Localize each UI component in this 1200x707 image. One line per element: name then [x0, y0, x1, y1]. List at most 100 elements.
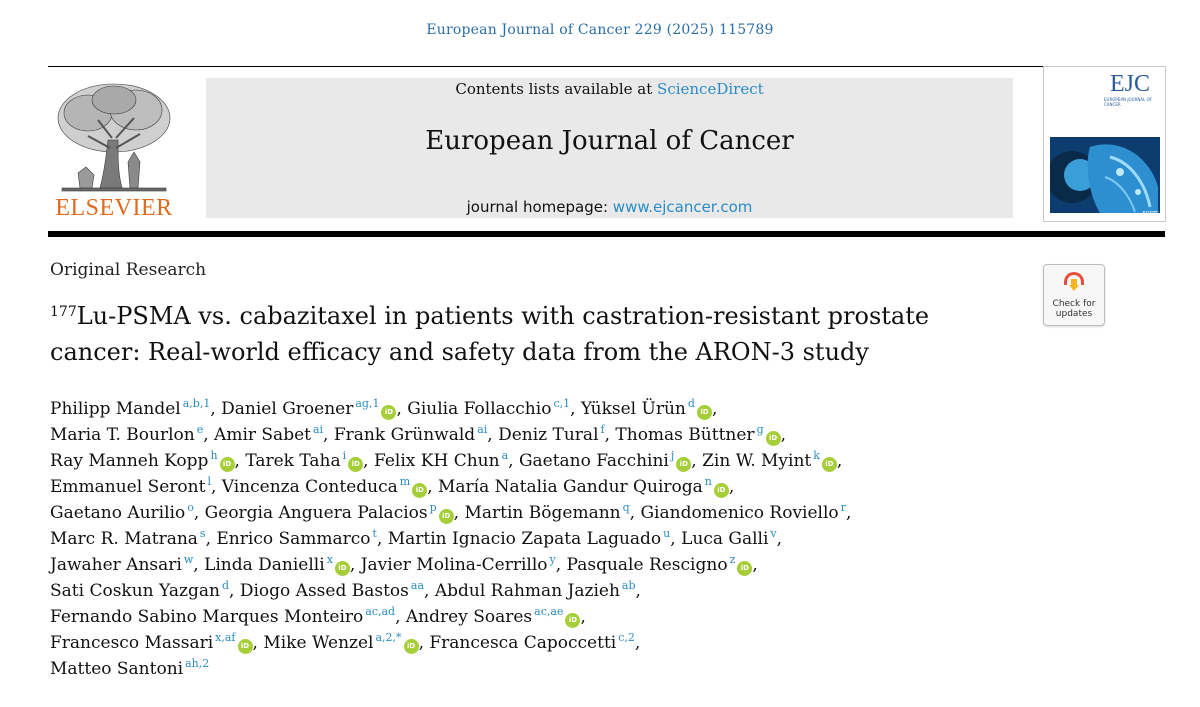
affiliation-markers[interactable]: ac,ae	[534, 605, 564, 618]
affiliation-markers[interactable]: n	[704, 475, 712, 488]
affiliation-markers[interactable]: t	[372, 527, 377, 540]
author-name[interactable]: Yüksel Ürün diD	[581, 397, 712, 420]
author-name[interactable]: Daniel Groener ag,1iD	[221, 397, 397, 420]
orcid-icon[interactable]: iD	[765, 431, 781, 446]
author-name[interactable]: Francesco Massari x,afiD	[50, 631, 253, 654]
author-name[interactable]: Mike Wenzel a,2,*iD	[263, 631, 419, 654]
affiliation-markers[interactable]: ab	[621, 579, 636, 592]
author-name[interactable]: Javier Molina-Cerrillo y	[361, 553, 556, 575]
affiliation-markers[interactable]: ag,1	[355, 397, 380, 410]
orcid-icon[interactable]: iD	[676, 457, 692, 472]
author-name[interactable]: Deniz Tural f	[498, 423, 605, 445]
orcid-icon[interactable]: iD	[565, 613, 581, 628]
affiliation-markers[interactable]: v	[770, 527, 777, 540]
orcid-icon[interactable]: iD	[403, 639, 419, 654]
affiliation-markers[interactable]: q	[622, 501, 630, 514]
orcid-icon[interactable]: iD	[219, 457, 235, 472]
affiliation-markers[interactable]: a,b,1	[182, 397, 211, 410]
author-name[interactable]: Luca Galli v	[681, 527, 777, 549]
author-name[interactable]: Vincenza Conteduca miD	[222, 475, 428, 498]
author-name-text: Andrey Soares	[405, 607, 533, 627]
author-name[interactable]: Diogo Assed Bastos aa	[240, 579, 425, 601]
affiliation-markers[interactable]: ai	[477, 423, 488, 436]
affiliation-markers[interactable]: c,2	[618, 631, 635, 644]
author-name[interactable]: Abdul Rahman Jazieh ab	[435, 579, 636, 601]
affiliation-markers[interactable]: k	[813, 449, 820, 462]
author-name[interactable]: Giulia Follacchio c,1	[407, 397, 571, 419]
author-name[interactable]: Maria T. Bourlon e	[50, 423, 204, 445]
affiliation-markers[interactable]: j	[670, 449, 675, 462]
author-name[interactable]: María Natalia Gandur Quiroga niD	[438, 475, 729, 498]
affiliation-markers[interactable]: ah,2	[185, 657, 210, 670]
affiliation-markers[interactable]: w	[183, 553, 194, 566]
journal-citation[interactable]: European Journal of Cancer 229 (2025) 11…	[426, 22, 774, 38]
author-name[interactable]: Pasquale Rescigno ziD	[567, 553, 753, 576]
author-name[interactable]: Andrey Soares ac,aeiD	[405, 605, 581, 628]
author-name[interactable]: Francesca Capoccetti c,2	[429, 631, 635, 653]
author-name[interactable]: Marc R. Matrana s	[50, 527, 206, 549]
author-name[interactable]: Georgia Anguera Palacios piD	[205, 501, 454, 524]
affiliation-markers[interactable]: c,1	[553, 397, 571, 410]
orcid-icon[interactable]: iD	[737, 561, 753, 576]
author-name[interactable]: Frank Grünwald ai	[334, 423, 488, 445]
author-name[interactable]: Philipp Mandel a,b,1	[50, 397, 211, 419]
author-name[interactable]: Sati Coskun Yazgan d	[50, 579, 230, 601]
affiliation-markers[interactable]: m	[399, 475, 411, 488]
affiliation-markers[interactable]: y	[549, 553, 556, 566]
affiliation-markers[interactable]: a	[501, 449, 509, 462]
author-name[interactable]: Ray Manneh Kopp hiD	[50, 449, 235, 472]
affiliation-markers[interactable]: s	[199, 527, 206, 540]
affiliation-markers[interactable]: ai	[312, 423, 324, 436]
author-name[interactable]: Thomas Büttner giD	[615, 423, 781, 446]
affiliation-markers[interactable]: d	[687, 397, 695, 410]
affiliation-markers[interactable]: h	[210, 449, 218, 462]
author-name[interactable]: Gaetano Aurilio o	[50, 501, 194, 523]
orcid-icon[interactable]: iD	[381, 405, 397, 420]
author-name[interactable]: Gaetano Facchini jiD	[519, 449, 692, 472]
affiliation-markers[interactable]: l	[207, 475, 211, 488]
affiliation-markers[interactable]: o	[187, 501, 194, 514]
author-name[interactable]: Enrico Sammarco t	[216, 527, 377, 549]
author-name[interactable]: Martin Bögemann q	[464, 501, 630, 523]
elsevier-tree-logo[interactable]	[48, 78, 180, 222]
author-name[interactable]: Tarek Taha iiD	[245, 449, 364, 472]
author-name[interactable]: Zin W. Myint kiD	[702, 449, 837, 472]
author-name[interactable]: Martin Ignacio Zapata Laguado u	[388, 527, 671, 549]
author-name-text: Fernando Sabino Marques Monteiro	[50, 607, 364, 627]
affiliation-markers[interactable]: e	[196, 423, 204, 436]
author-name[interactable]: Emmanuel Seront l	[50, 475, 211, 497]
affiliation-markers[interactable]: u	[663, 527, 671, 540]
orcid-icon[interactable]: iD	[821, 457, 837, 472]
orcid-icon[interactable]: iD	[348, 457, 364, 472]
author-name[interactable]: Amir Sabet ai	[214, 423, 324, 445]
author-name[interactable]: Matteo Santoni ah,2	[50, 657, 210, 679]
orcid-icon[interactable]: iD	[696, 405, 712, 420]
affiliation-markers[interactable]: r	[840, 501, 846, 514]
journal-cover-thumbnail[interactable]: EJC EUROPEAN JOURNAL OF CANCER EORTC	[1043, 66, 1166, 222]
affiliation-markers[interactable]: x,af	[215, 631, 236, 644]
orcid-icon[interactable]: iD	[237, 639, 253, 654]
affiliation-markers[interactable]: f	[600, 423, 605, 436]
homepage-link[interactable]: www.ejcancer.com	[612, 198, 753, 216]
affiliation-markers[interactable]: aa	[410, 579, 425, 592]
sciencedirect-link[interactable]: ScienceDirect	[657, 80, 764, 98]
affiliation-markers[interactable]: a,2,*	[375, 631, 402, 644]
affiliation-markers[interactable]: z	[729, 553, 736, 566]
affiliation-markers[interactable]: i	[342, 449, 347, 462]
affiliation-markers[interactable]: x	[326, 553, 333, 566]
check-for-updates-button[interactable]: Check for updates	[1043, 264, 1105, 326]
orcid-icon[interactable]: iD	[713, 483, 729, 498]
author-name-text: Marc R. Matrana	[50, 529, 198, 549]
author-name[interactable]: Linda Danielli xiD	[204, 553, 350, 576]
author-name[interactable]: Fernando Sabino Marques Monteiro ac,ad	[50, 605, 396, 627]
affiliation-markers[interactable]: ac,ad	[365, 605, 396, 618]
affiliation-markers[interactable]: g	[756, 423, 764, 436]
affiliation-markers[interactable]: d	[221, 579, 230, 592]
orcid-icon[interactable]: iD	[334, 561, 350, 576]
author-name[interactable]: Giandomenico Roviello r	[640, 501, 846, 523]
orcid-icon[interactable]: iD	[412, 483, 428, 498]
affiliation-markers[interactable]: p	[429, 501, 437, 514]
author-name[interactable]: Jawaher Ansari w	[50, 553, 194, 575]
author-name[interactable]: Felix KH Chun a	[374, 449, 509, 471]
orcid-icon[interactable]: iD	[438, 509, 454, 524]
